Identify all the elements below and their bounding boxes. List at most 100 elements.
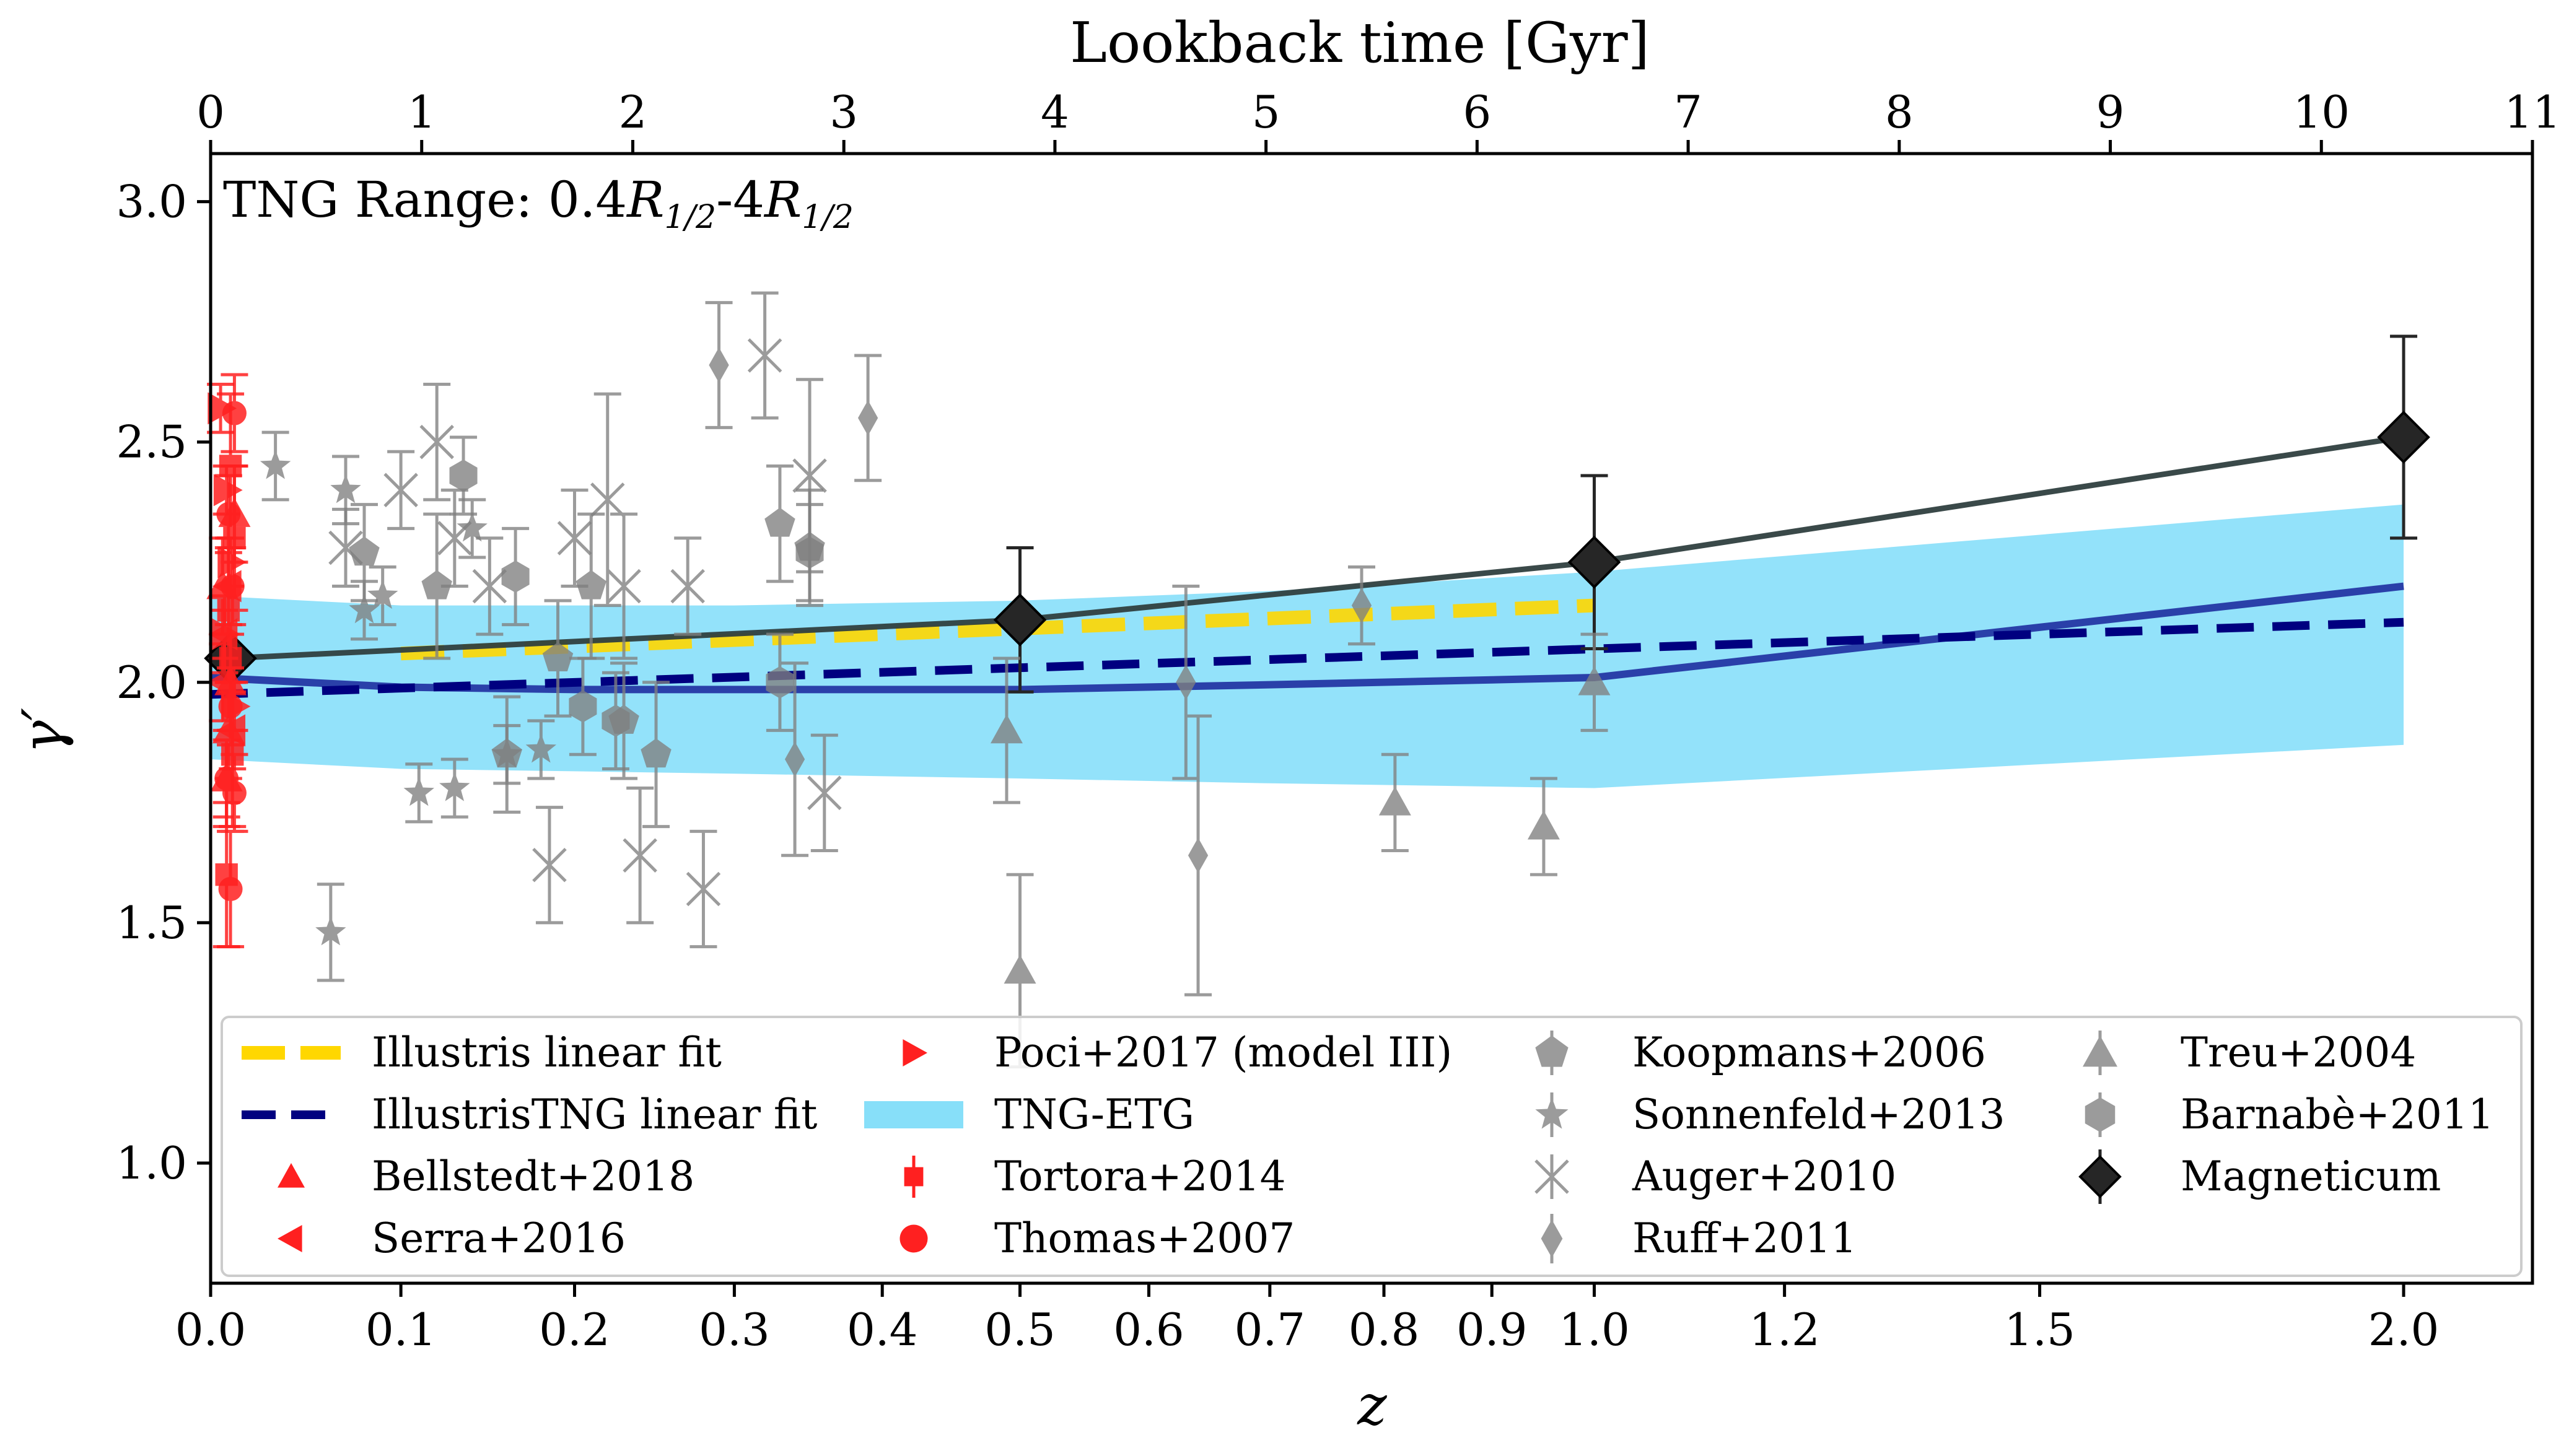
- treu-2004-point-2: [1378, 786, 1411, 816]
- annotation-prefix: TNG Range: 0.4: [223, 171, 627, 229]
- x-tick-label-6: 0.6: [1113, 1304, 1184, 1356]
- y-tick-label-0: 1.0: [116, 1137, 187, 1189]
- auger-2010-point-7-stroke-b: [590, 482, 625, 517]
- auger-2010-point-14: [807, 775, 842, 811]
- auger-2010-point-8: [606, 569, 641, 604]
- auger-2010-point-3: [437, 521, 472, 556]
- legend-label-treu-2004: Treu+2004: [2181, 1029, 2416, 1076]
- legend-label-poci-2017-model-iii: Poci+2017 (model III): [994, 1029, 1452, 1076]
- top-tick-label-11: 11: [2504, 86, 2561, 138]
- top-tick-label-4: 4: [1041, 86, 1069, 138]
- legend-symbol-barnab-2011-mark: [2085, 1097, 2116, 1132]
- auger-2010-point-2: [419, 424, 454, 460]
- sonnenfeld-2013-series: [260, 430, 557, 982]
- x-tick-label-10: 1.0: [1559, 1304, 1630, 1356]
- legend-symbol-thomas-2007: [899, 1224, 928, 1253]
- legend-symbol-serra-2016: [278, 1225, 302, 1252]
- x-tick-label-9: 0.9: [1456, 1304, 1528, 1356]
- legend-symbol-bellstedt-2018: [278, 1163, 305, 1188]
- top-tick-label-9: 9: [2096, 86, 2125, 138]
- auger-2010-point-14-stroke-b: [807, 775, 842, 811]
- legend-symbol-sonnenfeld-2013: [1535, 1092, 1569, 1137]
- barnab-2011-point-4: [766, 666, 794, 699]
- auger-2010-point-13: [792, 458, 827, 493]
- auger-2010-point-6-stroke-b: [557, 521, 592, 556]
- x-tick-label-4: 0.4: [847, 1304, 918, 1356]
- barnab-2011-point-2: [569, 690, 597, 723]
- legend-label-thomas-2007: Thomas+2007: [994, 1214, 1295, 1262]
- legend-label-ruff-2011: Ruff+2011: [1632, 1214, 1857, 1262]
- ruff-2011-point-2: [784, 741, 805, 777]
- auger-2010-point-5-stroke-b: [532, 847, 567, 883]
- koopmans-2006-point-7: [764, 507, 795, 537]
- ruff-2011-series: [705, 301, 1376, 996]
- y-tick-label-3: 2.5: [116, 416, 187, 468]
- auger-2010-point-7: [590, 482, 625, 517]
- legend-symbol-ruff-2011-mark: [1541, 1219, 1563, 1258]
- legend-symbol-koopmans-2006-mark: [1535, 1035, 1569, 1067]
- auger-2010-point-4: [472, 569, 507, 604]
- tortora-2014-point-3: [217, 599, 240, 622]
- tng-range-annotation: TNG Range: 0.4R1/2-4R1/2: [223, 171, 854, 236]
- barnab-2011-point-1: [501, 560, 530, 593]
- ruff-2011-point-4: [1188, 837, 1209, 873]
- legend-symbol-auger-2010: [1534, 1154, 1569, 1199]
- ruff-2011-point-5: [1351, 588, 1372, 624]
- observation-markers-layer: [206, 291, 1611, 1069]
- koopmans-2006-point-3: [542, 642, 574, 672]
- auger-2010-point-12: [747, 338, 782, 373]
- x-tick-label-2: 0.2: [539, 1304, 610, 1356]
- tng-median-line: [210, 582, 2404, 694]
- sonnenfeld-2013-point-7: [457, 512, 488, 542]
- auger-2010-point-11-stroke-b: [686, 871, 721, 907]
- auger-2010-point-1-stroke-b: [383, 473, 418, 508]
- auger-2010-point-9: [623, 838, 657, 873]
- barnab-2011-point-5: [795, 536, 824, 569]
- auger-2010-point-0: [328, 530, 363, 565]
- barnab-2011-series: [449, 435, 824, 770]
- sonnenfeld-2013-point-6: [439, 772, 470, 801]
- sonnenfeld-2013-point-4: [367, 580, 398, 609]
- tng-linear-fit-line: [210, 617, 2404, 699]
- legend-label-serra-2016: Serra+2016: [372, 1214, 626, 1262]
- legend-label-barnab-2011: Barnabè+2011: [2181, 1091, 2494, 1138]
- thomas-2007-point-6: [222, 780, 247, 805]
- axes-frame-layer: [209, 152, 2534, 1285]
- annotation-r2: R: [763, 171, 802, 229]
- barnab-2011-point-3: [602, 704, 630, 737]
- top-tick-label-2: 2: [619, 86, 647, 138]
- legend-symbol-magneticum: [2078, 1149, 2122, 1204]
- legend-symbol-magneticum-mark: [2078, 1155, 2122, 1198]
- sonnenfeld-2013-point-2: [330, 474, 361, 503]
- magneticum-point-2: [1567, 535, 1621, 589]
- legend-box: [221, 1016, 2523, 1277]
- thomas-2007-point-0: [218, 877, 243, 902]
- tortora-2014-point-5: [219, 647, 242, 670]
- top-tick-label-6: 6: [1463, 86, 1491, 138]
- treu-2004-point-3: [1527, 810, 1560, 840]
- top-tick-label-1: 1: [408, 86, 436, 138]
- x-tick-label-8: 0.8: [1349, 1304, 1420, 1356]
- ruff-2011-point-0: [709, 347, 729, 383]
- annotation-r2-sub: 1/2: [802, 199, 854, 236]
- tng-etg-band: [211, 504, 2404, 788]
- barnab-2011-point-0: [449, 460, 478, 492]
- top-tick-label-10: 10: [2293, 86, 2350, 138]
- auger-2010-point-8-stroke-b: [606, 569, 641, 604]
- legend-symbol-auger-2010-mark: [1534, 1159, 1569, 1194]
- top-tick-label-5: 5: [1252, 86, 1280, 138]
- annotation-r1-sub: 1/2: [664, 199, 716, 236]
- thomas-2007-point-1: [222, 401, 247, 425]
- illustris-linear-fit-line: [400, 598, 1595, 661]
- legend-symbol-barnab-2011: [2085, 1092, 2116, 1137]
- x-tick-label-5: 0.5: [984, 1304, 1056, 1356]
- ruff-2011-point-1: [857, 400, 878, 436]
- top-tick-label-8: 8: [1885, 86, 1914, 138]
- sonnenfeld-2013-point-0: [260, 450, 291, 479]
- poci-2017-model-iii-point-0: [208, 392, 237, 425]
- legend-symbol-poci-2017-model-iii: [903, 1039, 927, 1066]
- koopmans-2006-point-4: [576, 570, 606, 599]
- legend-label-bellstedt-2018: Bellstedt+2018: [372, 1153, 694, 1200]
- annotation-mid: -4: [716, 171, 764, 229]
